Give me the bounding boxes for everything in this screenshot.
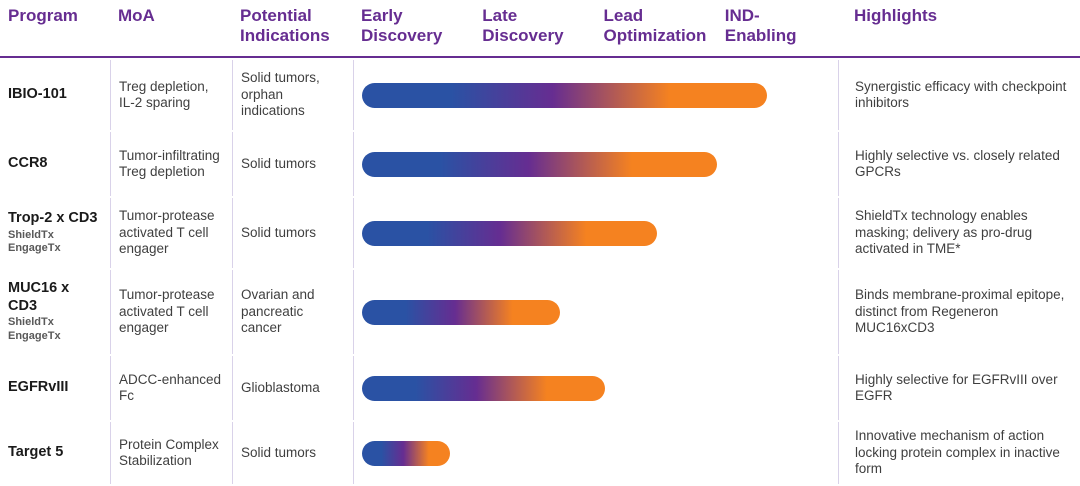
table-row: Trop-2 x CD3 ShieldTx EngageTx Tumor-pro… bbox=[0, 198, 1080, 268]
table-row: MUC16 x CD3 ShieldTx EngageTx Tumor-prot… bbox=[0, 270, 1080, 354]
highlight-cell: ShieldTx technology enables masking; del… bbox=[838, 198, 1080, 268]
pipeline-progress-bar bbox=[362, 440, 451, 466]
moa-cell: Tumor-infiltrating Treg depletion bbox=[110, 132, 232, 196]
program-sublabel: ShieldTx EngageTx bbox=[8, 228, 61, 255]
indications-cell: Ovarian and pancreatic cancer bbox=[232, 270, 353, 354]
highlight-cell: Synergistic efficacy with checkpoint inh… bbox=[838, 60, 1080, 130]
program-name: CCR8 bbox=[8, 154, 48, 171]
program-name: Trop-2 x CD3 bbox=[8, 209, 98, 226]
program-sublabel: ShieldTx EngageTx bbox=[8, 316, 61, 343]
highlight-cell: Highly selective vs. closely related GPC… bbox=[838, 132, 1080, 196]
moa-cell: Tumor-protease activated T cell engager bbox=[110, 198, 232, 268]
table-row: IBIO-101 Treg depletion, IL-2 sparing So… bbox=[0, 60, 1080, 130]
program-name: IBIO-101 bbox=[8, 85, 67, 102]
moa-cell: Tumor-protease activated T cell engager bbox=[110, 270, 232, 354]
program-name: EGFRvIII bbox=[8, 378, 69, 395]
highlight-cell: Binds membrane-proximal epitope, distinc… bbox=[838, 270, 1080, 354]
stage-cell bbox=[353, 270, 838, 354]
col-header-highlights: Highlights bbox=[854, 6, 938, 25]
highlight-cell: Highly selective for EGFRvIII over EGFR bbox=[838, 356, 1080, 420]
col-header-indications: Potential Indications bbox=[240, 6, 330, 46]
table-row: CCR8 Tumor-infiltrating Treg depletion S… bbox=[0, 132, 1080, 196]
moa-cell: Protein Complex Stabilization bbox=[110, 422, 232, 484]
stage-cell bbox=[353, 356, 838, 420]
table-body: IBIO-101 Treg depletion, IL-2 sparing So… bbox=[0, 60, 1080, 484]
moa-cell: Treg depletion, IL-2 sparing bbox=[110, 60, 232, 130]
pipeline-progress-bar bbox=[362, 375, 605, 401]
moa-cell: ADCC-enhanced Fc bbox=[110, 356, 232, 420]
highlight-cell: Innovative mechanism of action locking p… bbox=[838, 422, 1080, 484]
table-row: Target 5 Protein Complex Stabilization S… bbox=[0, 422, 1080, 484]
stage-cell bbox=[353, 132, 838, 196]
pipeline-progress-bar bbox=[362, 220, 658, 246]
indications-cell: Solid tumors bbox=[232, 132, 353, 196]
program-name: MUC16 x CD3 bbox=[8, 280, 70, 314]
col-header-early-discovery: Early Discovery bbox=[361, 6, 443, 46]
col-header-program: Program bbox=[8, 6, 78, 25]
program-cell: Trop-2 x CD3 ShieldTx EngageTx bbox=[0, 198, 110, 268]
col-header-lead-optimization: Lead Optimization bbox=[603, 6, 707, 46]
indications-cell: Solid tumors bbox=[232, 422, 353, 484]
program-cell: CCR8 bbox=[0, 132, 110, 196]
table-row: EGFRvIII ADCC-enhanced Fc Glioblastoma H… bbox=[0, 356, 1080, 420]
program-name: Target 5 bbox=[8, 443, 64, 460]
pipeline-progress-bar bbox=[362, 151, 717, 177]
col-header-moa: MoA bbox=[118, 6, 155, 25]
pipeline-progress-bar bbox=[362, 82, 767, 108]
indications-cell: Glioblastoma bbox=[232, 356, 353, 420]
table-header: Program MoA Potential Indications Early … bbox=[0, 6, 1080, 58]
stage-headers: Early Discovery Late Discovery Lead Opti… bbox=[353, 6, 838, 46]
indications-cell: Solid tumors bbox=[232, 198, 353, 268]
program-cell: Target 5 bbox=[0, 422, 110, 484]
stage-cell bbox=[353, 60, 838, 130]
pipeline-progress-bar bbox=[362, 299, 560, 325]
program-cell: IBIO-101 bbox=[0, 60, 110, 130]
indications-cell: Solid tumors, orphan indications bbox=[232, 60, 353, 130]
col-header-late-discovery: Late Discovery bbox=[482, 6, 564, 46]
program-cell: MUC16 x CD3 ShieldTx EngageTx bbox=[0, 270, 110, 354]
col-header-ind-enabling: IND- Enabling bbox=[724, 6, 797, 46]
program-cell: EGFRvIII bbox=[0, 356, 110, 420]
stage-cell bbox=[353, 422, 838, 484]
stage-cell bbox=[353, 198, 838, 268]
